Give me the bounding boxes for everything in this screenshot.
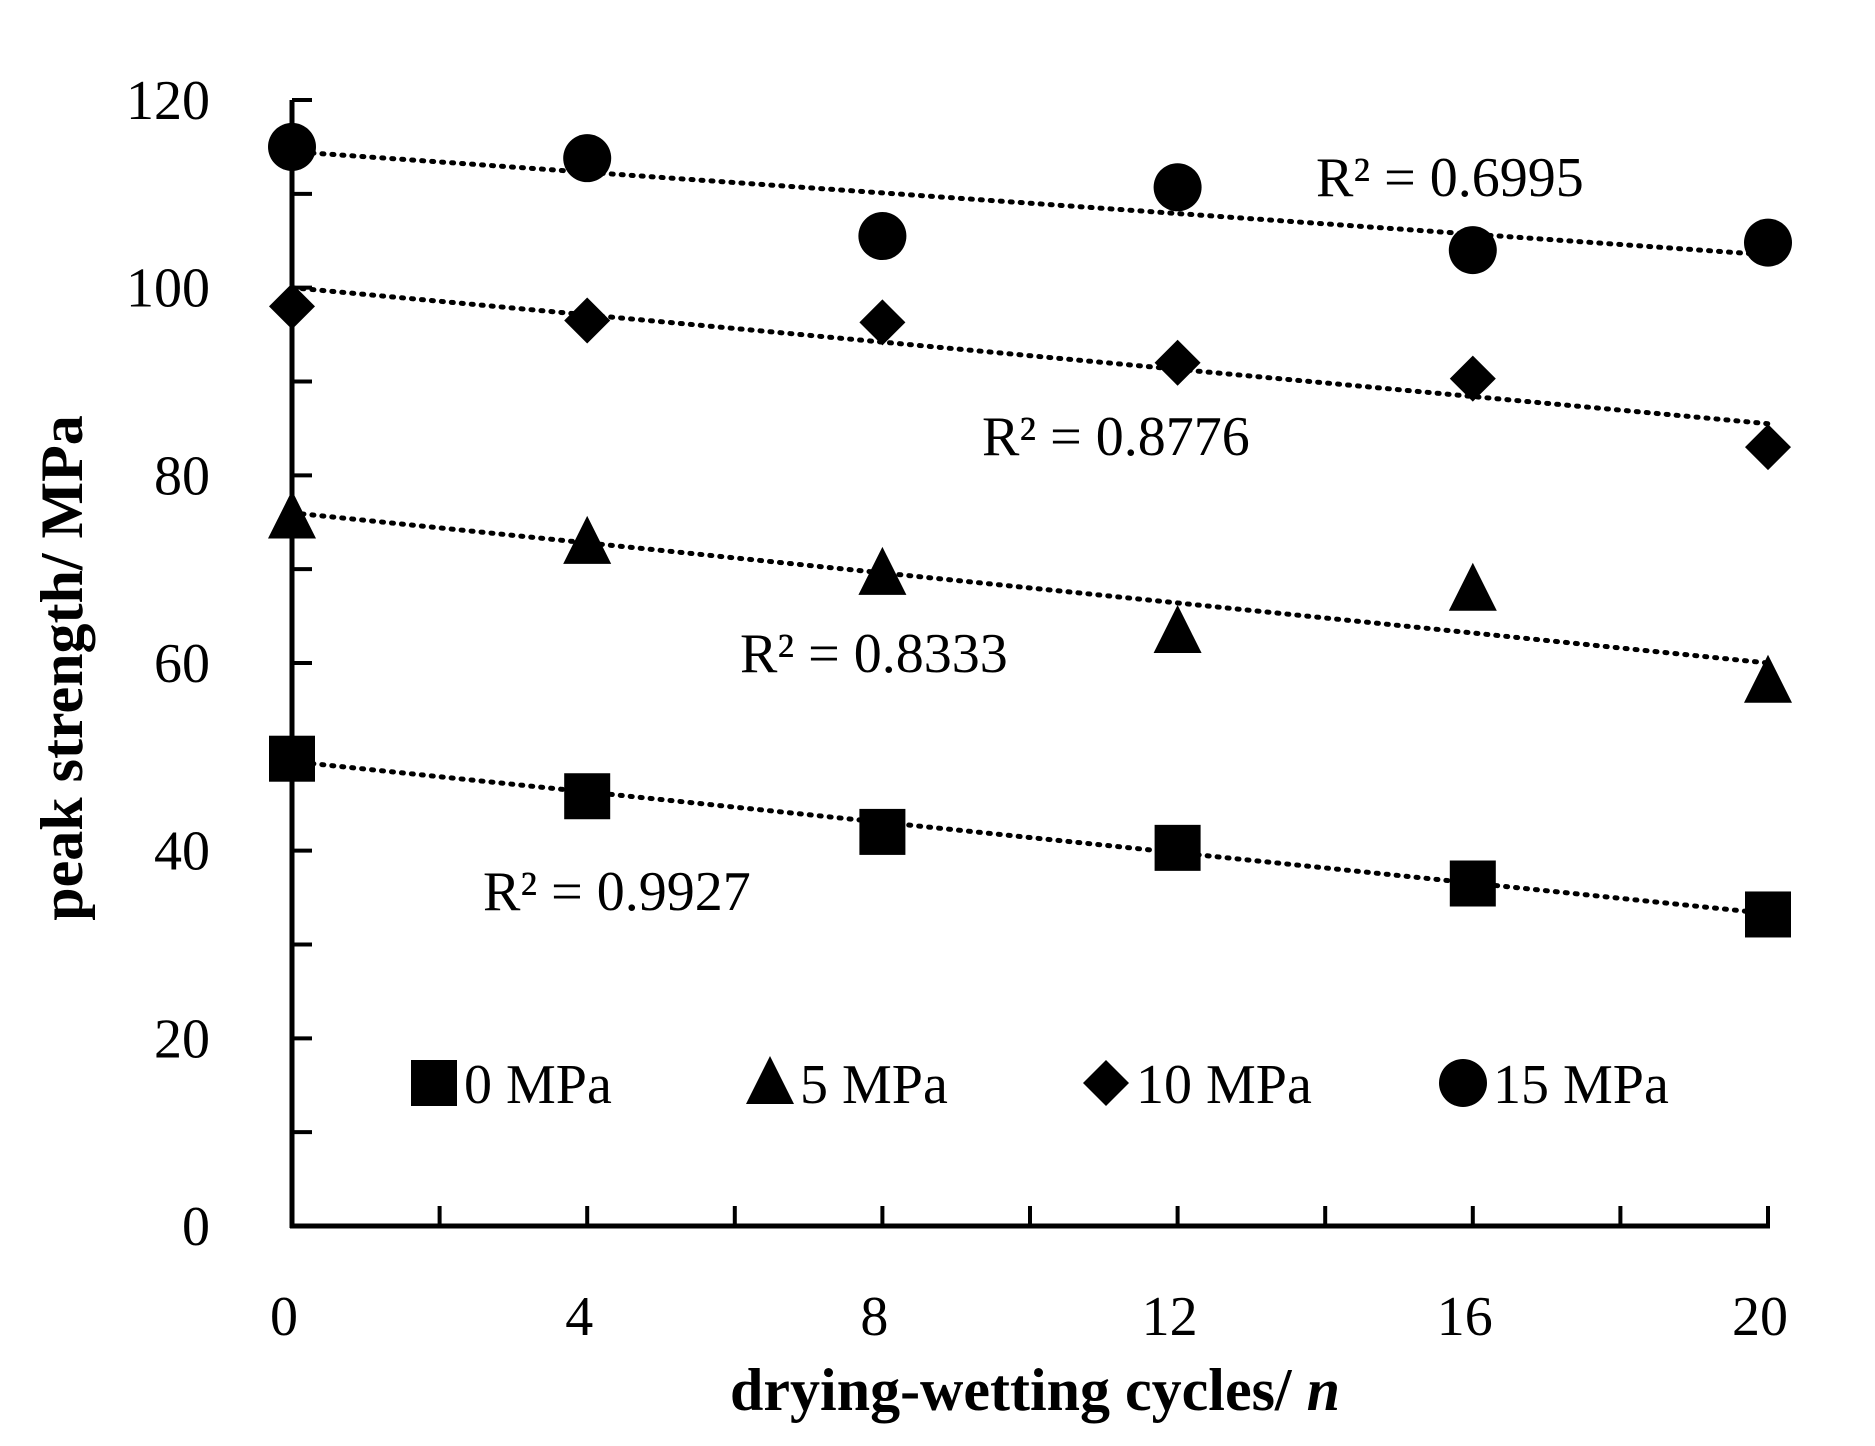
legend-label-10-mpa: 10 MPa bbox=[1136, 1054, 1312, 1116]
y-tick-label: 80 bbox=[154, 445, 210, 507]
x-tick-label: 4 bbox=[565, 1286, 593, 1348]
x-axis-title-variable: n bbox=[1307, 1357, 1340, 1423]
y-tick-label: 0 bbox=[182, 1196, 210, 1258]
trendline-5-mpa bbox=[289, 510, 1771, 666]
point-5-mpa bbox=[1153, 605, 1202, 654]
point-10-mpa bbox=[1449, 355, 1496, 402]
point-10-mpa bbox=[269, 283, 315, 330]
point-0-mpa bbox=[1154, 824, 1201, 871]
point-0-mpa bbox=[859, 808, 906, 855]
r2-labels: R² = 0.9927 R² = 0.8333 R² = 0.8776 R² = 0.… bbox=[483, 147, 1584, 923]
x-tick-label: 16 bbox=[1437, 1286, 1493, 1348]
trendlines bbox=[289, 149, 1771, 917]
point-15-mpa bbox=[858, 212, 907, 261]
trendline-15-mpa bbox=[289, 149, 1771, 258]
legend-label-5-mpa: 5 MPa bbox=[800, 1054, 948, 1116]
point-15-mpa bbox=[563, 134, 612, 183]
point-10-mpa bbox=[1745, 424, 1791, 471]
point-0-mpa bbox=[269, 735, 315, 782]
legend-label-0-mpa: 0 MPa bbox=[464, 1054, 612, 1116]
point-5-mpa bbox=[563, 515, 612, 564]
y-tick-label: 40 bbox=[154, 821, 210, 883]
trendline-0-mpa bbox=[289, 759, 1771, 917]
y-tick-label: 120 bbox=[126, 70, 210, 132]
x-axis-title-text: drying-wetting cycles/ bbox=[730, 1357, 1307, 1423]
axes: 0 20 40 60 80 100 120 0 4 8 12 16 20 bbox=[126, 70, 1788, 1348]
legend-marker-0-mpa bbox=[411, 1060, 457, 1106]
point-15-mpa bbox=[1744, 218, 1792, 267]
legend-marker-15-mpa bbox=[1439, 1059, 1487, 1107]
point-0-mpa bbox=[564, 773, 611, 820]
x-tick-label: 0 bbox=[270, 1286, 298, 1348]
x-tick-label: 12 bbox=[1142, 1286, 1198, 1348]
point-5-mpa bbox=[268, 490, 316, 539]
point-0-mpa bbox=[1745, 891, 1791, 938]
y-tick-label: 100 bbox=[126, 258, 210, 320]
r2-label-10-mpa: R² = 0.8776 bbox=[982, 406, 1250, 468]
point-15-mpa bbox=[1153, 163, 1202, 212]
point-15-mpa bbox=[1448, 226, 1497, 275]
legend: 0 MPa 5 MPa 10 MPa 15 MPa bbox=[411, 1054, 1669, 1116]
y-tick-label: 60 bbox=[154, 633, 210, 695]
point-5-mpa bbox=[858, 546, 907, 595]
point-5-mpa bbox=[1744, 654, 1792, 703]
legend-label-15-mpa: 15 MPa bbox=[1493, 1054, 1669, 1116]
point-10-mpa bbox=[1154, 339, 1201, 386]
point-5-mpa bbox=[1448, 562, 1497, 611]
r2-label-5-mpa: R² = 0.8333 bbox=[740, 623, 1008, 685]
r2-label-0-mpa: R² = 0.9927 bbox=[483, 861, 751, 923]
point-10-mpa bbox=[564, 297, 611, 344]
x-axis-title: drying-wetting cycles/ n bbox=[730, 1357, 1340, 1423]
y-tick-label: 20 bbox=[154, 1008, 210, 1070]
x-tick-label: 20 bbox=[1732, 1286, 1788, 1348]
point-10-mpa bbox=[859, 299, 906, 346]
x-tick-label: 8 bbox=[860, 1286, 888, 1348]
trendline-10-mpa bbox=[289, 285, 1771, 427]
point-0-mpa bbox=[1449, 860, 1496, 907]
r2-label-15-mpa: R² = 0.6995 bbox=[1316, 147, 1584, 209]
legend-marker-5-mpa bbox=[746, 1056, 794, 1104]
point-15-mpa bbox=[268, 122, 316, 171]
y-axis-title: peak strength/ MPa bbox=[29, 415, 95, 921]
data-markers bbox=[268, 122, 1792, 938]
legend-marker-10-mpa bbox=[1083, 1060, 1129, 1106]
